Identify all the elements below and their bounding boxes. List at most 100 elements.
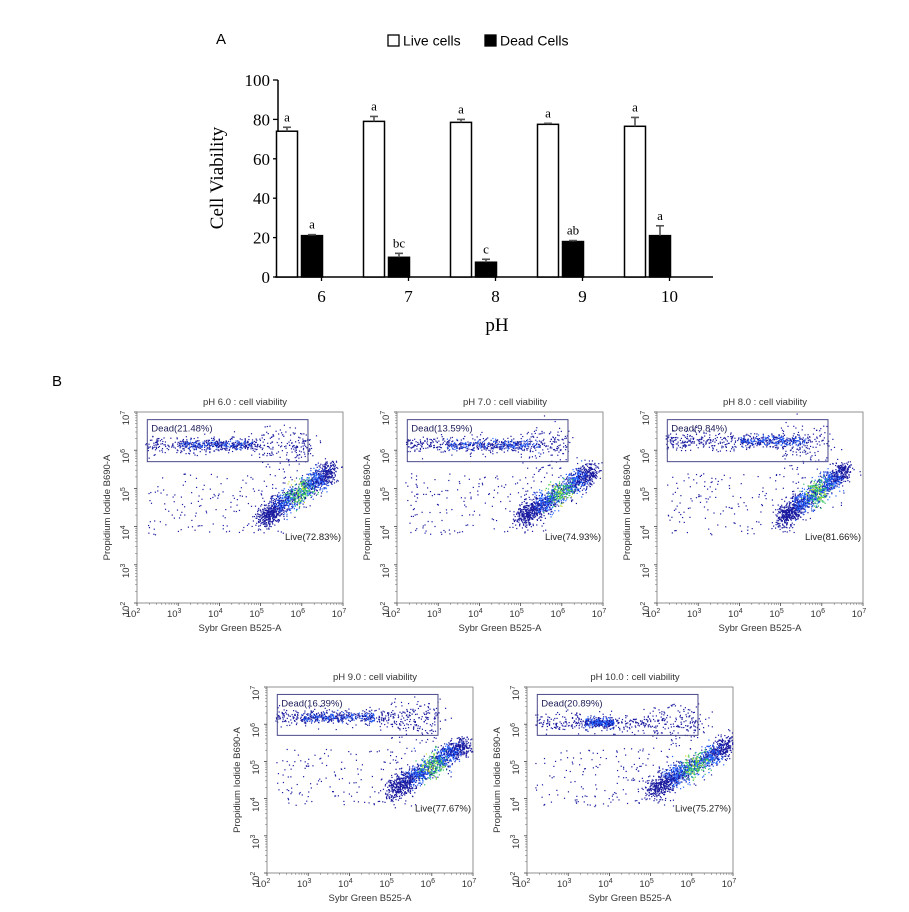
- y-tick-label: 107: [640, 411, 652, 426]
- y-tick-label: 105: [250, 760, 262, 775]
- x-tick-label: 105: [249, 608, 264, 620]
- y-tick-label: 103: [250, 834, 262, 849]
- y-axis-title: Propidium Iodide B690-A: [362, 454, 373, 560]
- gate-dead: [406, 419, 569, 463]
- significance-label-live-ph8: a: [458, 101, 464, 116]
- y-tick-label: 104: [120, 525, 132, 540]
- plot-frame: [266, 686, 474, 874]
- bar-dead-ph9: [561, 240, 585, 278]
- x-tick-label: 107: [462, 878, 477, 890]
- x-tick-label: 105: [639, 878, 654, 890]
- gate-dead-label: Dead(13.59%): [411, 424, 472, 435]
- y-tick-label: 102: [640, 602, 652, 617]
- plot-frame: [526, 686, 734, 874]
- significance-label-dead-ph10: a: [657, 208, 663, 223]
- x-axis-title: Sybr Green B525-A: [329, 893, 413, 904]
- bar-live-ph6: [275, 130, 299, 278]
- y-tick-label: 0: [262, 268, 271, 287]
- y-tick-label: 104: [250, 797, 262, 812]
- y-tick-label: 103: [640, 563, 652, 578]
- legend: Live cells Dead Cells: [387, 33, 568, 49]
- x-tick-label: 104: [208, 608, 223, 620]
- gate-live-label: Live(77.67%): [415, 803, 471, 814]
- y-axis-title: Propidium Iodide B690-A: [492, 727, 503, 833]
- x-axis-title: Sybr Green B525-A: [199, 623, 283, 634]
- x-tick-label: 103: [297, 878, 312, 890]
- y-tick-label: 103: [380, 563, 392, 578]
- x-tick-label: 105: [379, 878, 394, 890]
- x-tick-label: 104: [728, 608, 743, 620]
- bar-dead-ph10: [648, 234, 672, 278]
- significance-label-dead-ph7: bc: [393, 235, 406, 250]
- y-tick-label: 103: [120, 563, 132, 578]
- x-tick-label: 106: [681, 878, 696, 890]
- plot-frame: [136, 411, 344, 604]
- x-tick-label: 107: [332, 608, 347, 620]
- legend-swatch-live: [387, 34, 400, 47]
- x-axis-title: pH: [485, 315, 509, 336]
- significance-label-live-ph7: a: [371, 98, 377, 113]
- gate-dead: [146, 419, 309, 463]
- x-tick-label: 7: [404, 287, 413, 306]
- y-tick-label: 106: [250, 723, 262, 738]
- bar-dead-ph6: [300, 234, 324, 278]
- y-tick-label: 106: [120, 449, 132, 464]
- x-tick-label: 10: [661, 287, 678, 306]
- y-tick-label: 107: [380, 411, 392, 426]
- x-tick-label: 106: [551, 608, 566, 620]
- y-tick-label: 105: [120, 487, 132, 502]
- flow-plot-ph7: pH 7.0 : cell viability10210210310310410…: [362, 397, 606, 634]
- y-tick-label: 103: [510, 834, 522, 849]
- x-tick-label: 104: [468, 608, 483, 620]
- bar-dead-ph7: [387, 256, 411, 278]
- y-tick-label: 102: [380, 602, 392, 617]
- panel-label-b: B: [52, 373, 63, 390]
- y-axis-title: Propidium Iodide B690-A: [622, 454, 633, 560]
- bar-live-ph9: [536, 123, 560, 278]
- y-axis-title: Propidium Iodide B690-A: [232, 727, 243, 833]
- gate-live-label: Live(72.83%): [285, 532, 341, 543]
- flow-plot-ph9: pH 9.0 : cell viability10210210310310410…: [232, 672, 477, 904]
- bar-live-ph7: [362, 120, 386, 278]
- x-tick-label: 9: [578, 287, 587, 306]
- x-axis-title: Sybr Green B525-A: [589, 893, 673, 904]
- significance-label-live-ph10: a: [632, 99, 638, 114]
- flow-plot-ph6: pH 6.0 : cell viability10210210310310410…: [102, 397, 347, 634]
- gate-live-label: Live(74.93%): [545, 532, 601, 543]
- y-axis-title: Propidium Iodide B690-A: [102, 454, 113, 560]
- x-tick-label: 104: [338, 878, 353, 890]
- y-tick-label: 106: [640, 449, 652, 464]
- bar-chart-cell-viability: Live cells Dead Cells 0 20 40 60 80 100 Cell Via…: [207, 33, 713, 336]
- x-axis-title: Sybr Green B525-A: [459, 623, 543, 634]
- y-tick-label: 20: [253, 229, 270, 248]
- x-tick-label: 106: [421, 878, 436, 890]
- y-tick-label: 60: [253, 150, 270, 169]
- y-tick-label: 105: [510, 760, 522, 775]
- y-tick-label: 102: [250, 872, 262, 887]
- bar-live-ph8: [449, 121, 473, 278]
- y-tick-label: 104: [640, 525, 652, 540]
- y-tick-label: 106: [380, 449, 392, 464]
- y-tick-label: 40: [253, 189, 270, 208]
- plot-title: pH 6.0 : cell viability: [203, 397, 287, 408]
- x-tick-label: 105: [769, 608, 784, 620]
- x-tick-label: 105: [509, 608, 524, 620]
- gate-dead-label: Dead(20.89%): [541, 698, 602, 709]
- x-tick-label: 8: [491, 287, 500, 306]
- y-tick-label: 102: [510, 872, 522, 887]
- x-axis-title: Sybr Green B525-A: [719, 623, 803, 634]
- significance-label-live-ph6: a: [284, 109, 290, 124]
- plot-title: pH 10.0 : cell viability: [590, 672, 679, 683]
- plot-title: pH 7.0 : cell viability: [463, 397, 547, 408]
- plot-frame: [396, 411, 604, 604]
- y-tick-label: 100: [245, 71, 271, 90]
- flow-plot-ph8: pH 8.0 : cell viability10210210310310410…: [622, 397, 866, 634]
- x-tick-label: 6: [317, 287, 326, 306]
- gate-dead: [536, 693, 699, 736]
- y-tick-label: 105: [380, 487, 392, 502]
- legend-label-live: Live cells: [403, 33, 461, 49]
- gate-dead: [666, 419, 829, 463]
- x-tick-label: 103: [427, 608, 442, 620]
- gate-dead-label: Dead(21.48%): [151, 424, 212, 435]
- panel-label-a: A: [216, 31, 227, 48]
